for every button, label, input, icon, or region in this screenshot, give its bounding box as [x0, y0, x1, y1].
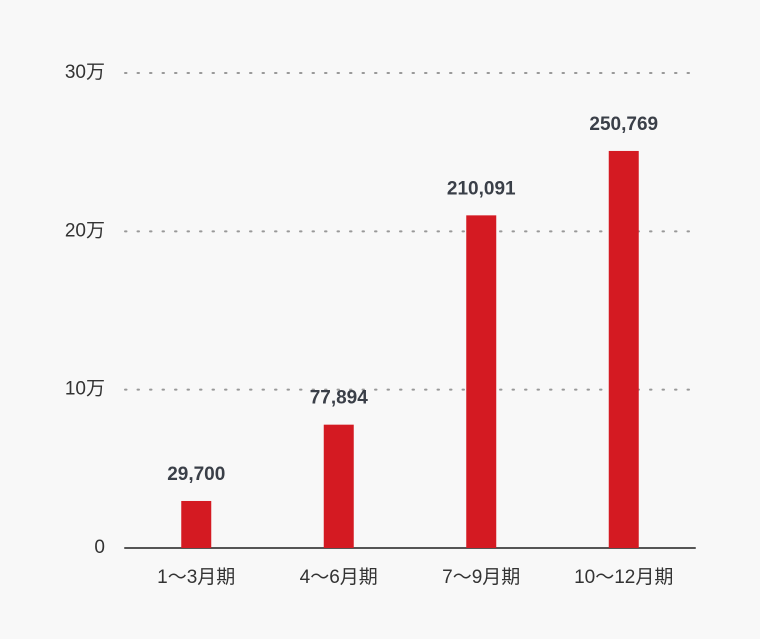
y-tick-label: 30万 — [65, 62, 105, 83]
x-tick-label: 7～9月期 — [442, 566, 520, 588]
value-label: 250,769 — [589, 114, 658, 135]
x-tick-label: 4～6月期 — [300, 566, 378, 588]
value-label: 77,894 — [310, 388, 369, 409]
value-label: 29,700 — [167, 464, 225, 485]
y-tick-label: 10万 — [65, 379, 105, 400]
bar — [181, 500, 212, 548]
bar — [608, 150, 639, 548]
x-tick-label: 1～3月期 — [157, 566, 235, 588]
y-tick-label: 20万 — [65, 220, 105, 241]
bar — [466, 215, 497, 549]
bar — [323, 424, 354, 548]
x-tick-label: 10～12月期 — [574, 566, 673, 588]
value-label: 210,091 — [447, 178, 516, 199]
y-tick-label: 0 — [94, 537, 105, 558]
